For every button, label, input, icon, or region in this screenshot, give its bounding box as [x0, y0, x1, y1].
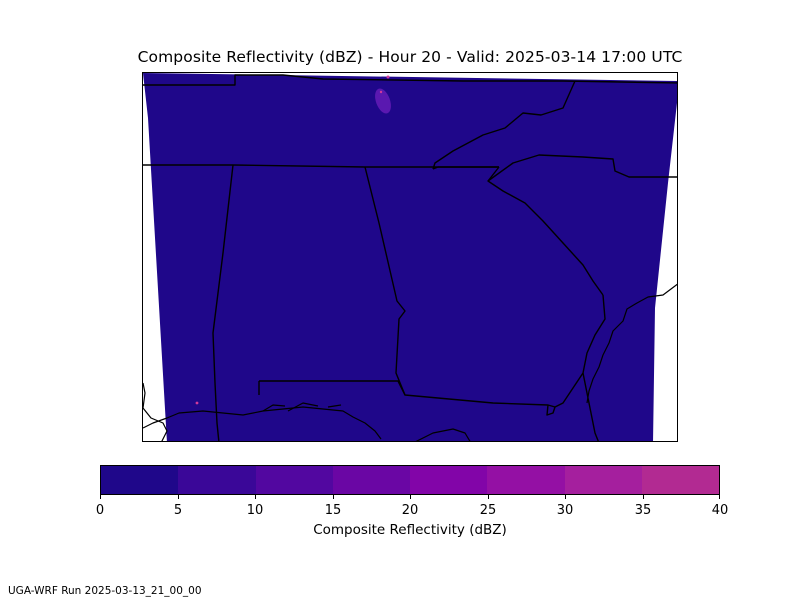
state-border [259, 380, 556, 408]
colorbar-tick [643, 495, 644, 499]
colorbar-tick-label: 20 [401, 503, 419, 518]
state-border [432, 166, 499, 170]
state-border [546, 294, 606, 416]
model-domain-field [143, 73, 677, 441]
state-border [143, 164, 499, 168]
colorbar-segment [178, 466, 256, 494]
colorbar-tick-label: 25 [479, 503, 497, 518]
model-run-label: UGA-WRF Run 2025-03-13_21_00_00 [8, 585, 202, 597]
state-border [432, 80, 576, 170]
colorbar-segment [410, 466, 488, 494]
coastline [143, 283, 677, 441]
coastline-gulf-west [143, 382, 168, 441]
colorbar-tick-label: 5 [173, 503, 183, 518]
reflectivity-map [142, 72, 678, 442]
coastline-atlantic [586, 283, 677, 404]
state-border [143, 74, 677, 86]
colorbar [100, 465, 720, 495]
colorbar-tick-label: 35 [634, 503, 652, 518]
colorbar-tick [565, 495, 566, 499]
colorbar-segment [255, 466, 333, 494]
echo-spot [386, 75, 390, 79]
coastline-islands [262, 402, 342, 412]
colorbar-tick [333, 495, 334, 499]
colorbar-segment [101, 466, 179, 494]
colorbar-tick [178, 495, 179, 499]
colorbar-tick-label: 30 [556, 503, 574, 518]
map-title: Composite Reflectivity (dBZ) - Hour 20 -… [137, 48, 683, 66]
colorbar-label: Composite Reflectivity (dBZ) [313, 522, 507, 538]
map-canvas [143, 73, 677, 441]
colorbar-ticks: 0 5 10 15 20 25 30 35 40 [96, 495, 728, 525]
colorbar-tick-label: 40 [711, 503, 729, 518]
state-border [487, 154, 677, 182]
state-border [487, 166, 604, 296]
coastline-gulf [143, 406, 382, 440]
colorbar-tick-label: 10 [246, 503, 264, 518]
colorbar-segment [641, 466, 719, 494]
colorbar-segment [487, 466, 565, 494]
colorbar-segment [564, 466, 642, 494]
colorbar-tick [488, 495, 489, 499]
state-borders [143, 74, 677, 441]
coastline-gulf-east [415, 428, 471, 441]
echo-spot [379, 90, 383, 94]
colorbar-tick [255, 495, 256, 499]
state-border [582, 372, 599, 441]
colorbar-tick [410, 495, 411, 499]
colorbar-tick-label: 15 [324, 503, 342, 518]
colorbar-tick [719, 495, 720, 499]
colorbar-tick [100, 495, 101, 499]
colorbar-segment [332, 466, 410, 494]
colorbar-tick-label: 0 [95, 503, 105, 518]
state-border [212, 164, 234, 441]
state-border [364, 166, 406, 396]
echo-cluster [375, 88, 391, 114]
echo-spot [195, 401, 199, 405]
